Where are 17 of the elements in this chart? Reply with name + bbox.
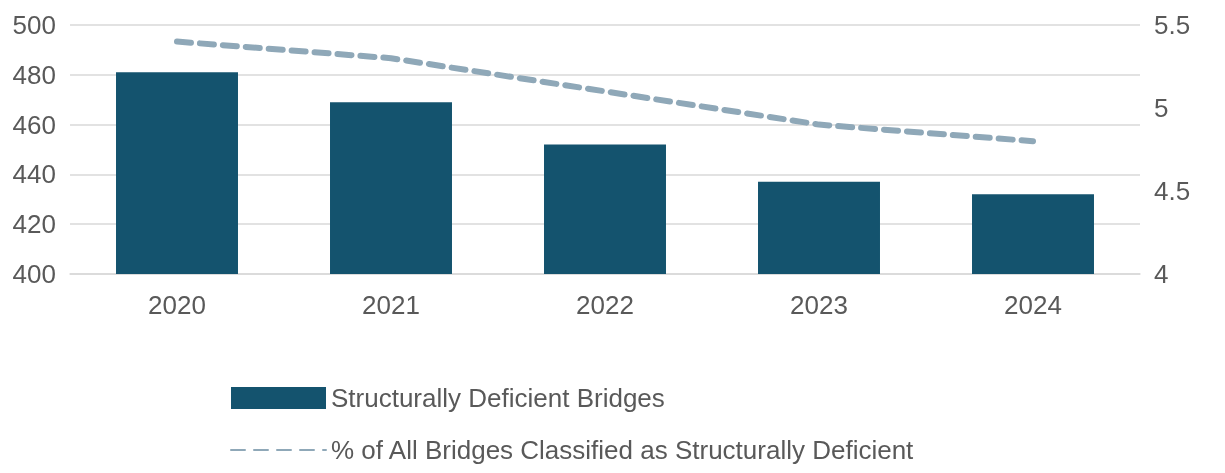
- y-tick-label: 460: [12, 109, 56, 140]
- x-tick-label: 2023: [790, 290, 848, 320]
- y2-tick-label: 5.5: [1154, 10, 1191, 40]
- y-tick-label: 400: [12, 259, 56, 289]
- y2-tick-label: 4: [1154, 259, 1169, 289]
- y-tick-label: 500: [12, 10, 56, 40]
- y-tick-label: 480: [12, 59, 56, 90]
- y2-tick-label: 5: [1154, 93, 1169, 123]
- y-tick-label: 420: [12, 209, 56, 240]
- legend-label: Structurally Deficient Bridges: [331, 383, 665, 413]
- x-tick-label: 2022: [576, 290, 634, 320]
- legend-label: % of All Bridges Classified as Structurally Deficient: [331, 435, 915, 465]
- y-tick-label: 440: [12, 159, 56, 190]
- y2-tick-label: 4.5: [1154, 176, 1191, 206]
- x-tick-label: 2021: [362, 290, 420, 320]
- x-tick-label: 2024: [1004, 290, 1062, 320]
- x-tick-label: 2020: [148, 290, 206, 320]
